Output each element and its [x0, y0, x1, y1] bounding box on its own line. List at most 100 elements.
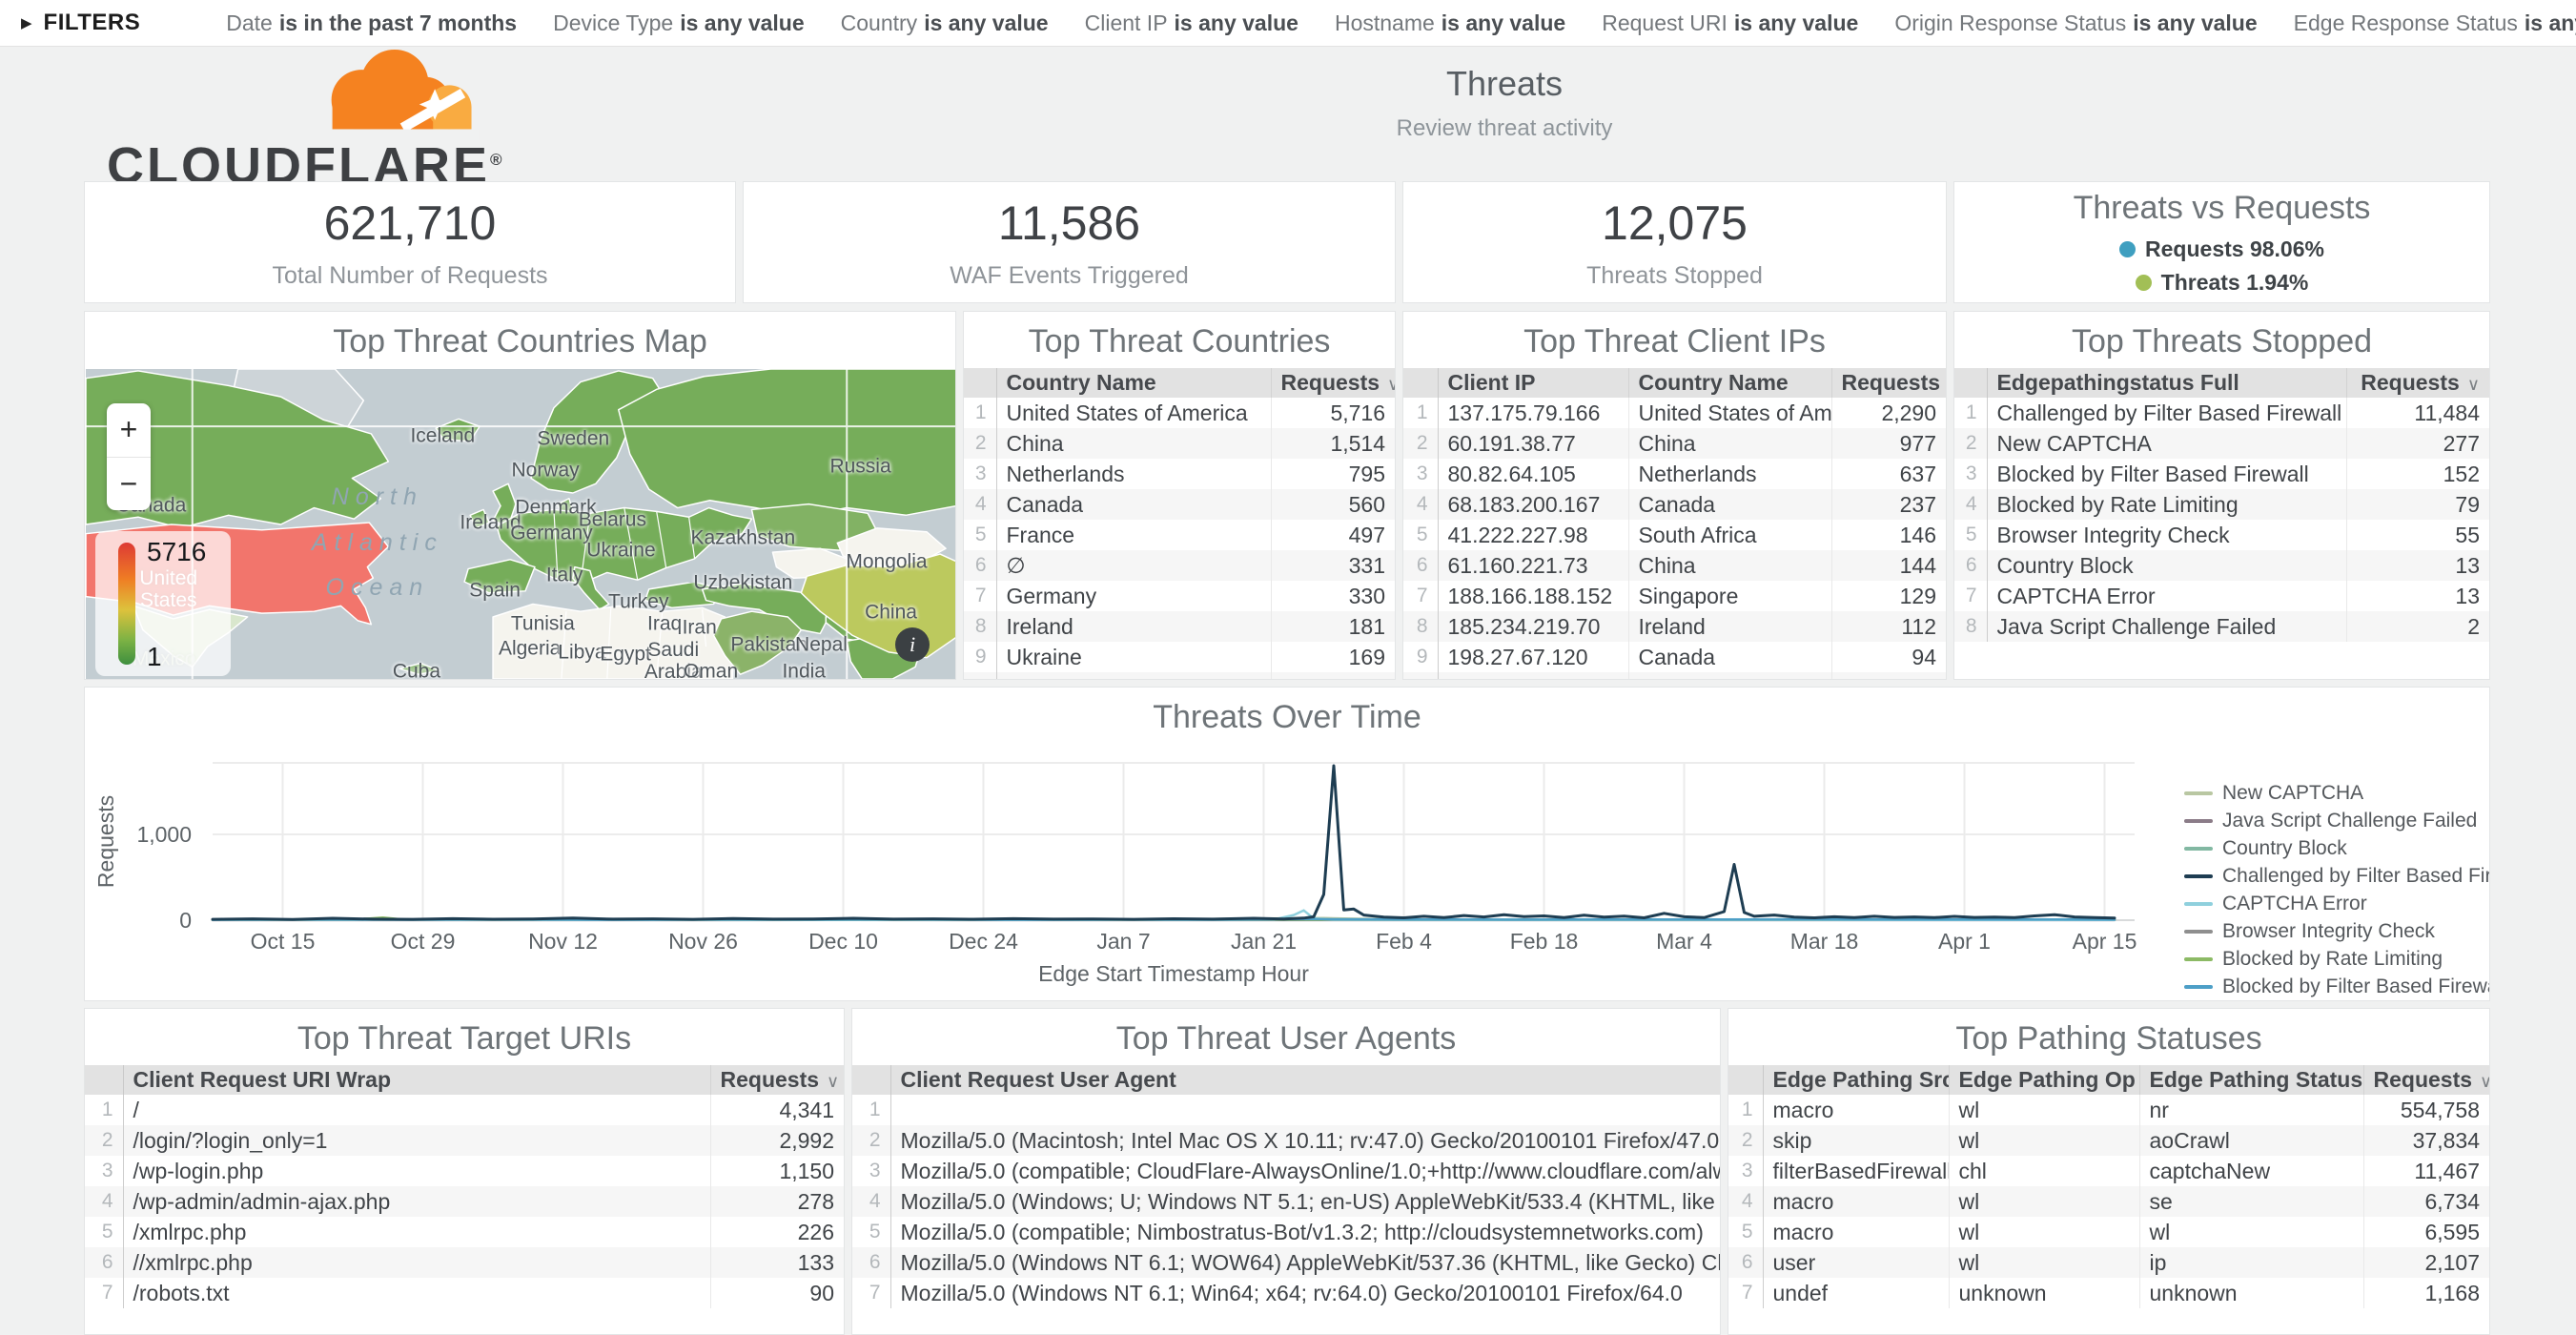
table-row[interactable]: 2 60.191.38.77 China 977: [1403, 428, 1946, 459]
time-legend-item[interactable]: Challenged by Filter Based Firewall: [2184, 862, 2489, 890]
column-header-requests[interactable]: Requests∨: [1270, 368, 1395, 398]
column-header-edge-pathing-status[interactable]: Edge Pathing Status: [2138, 1065, 2363, 1095]
table-row[interactable]: 6//xmlrpc.php 133: [85, 1247, 844, 1278]
legend-label: Threats 1.94%: [2160, 270, 2309, 295]
legend-line-icon: [2184, 818, 2213, 823]
table-row[interactable]: 1: [852, 1095, 1720, 1125]
table-row[interactable]: 2 Mozilla/5.0 (Macintosh; Intel Mac OS X …: [852, 1125, 1720, 1156]
map-info-button[interactable]: i: [895, 627, 930, 662]
table-row[interactable]: 3 Netherlands 795: [964, 459, 1395, 489]
time-legend-item[interactable]: Browser Integrity Check: [2184, 917, 2489, 945]
table-row[interactable]: 4 68.183.200.167 Canada 237: [1403, 489, 1946, 520]
table-row[interactable]: 4 Mozilla/5.0 (Windows; U; Windows NT 5.1…: [852, 1186, 1720, 1217]
filters-expand-icon[interactable]: ▶: [21, 15, 32, 31]
table-row[interactable]: 3 Mozilla/5.0 (compatible; CloudFlare-Alw…: [852, 1156, 1720, 1186]
table-row[interactable]: 6 Mozilla/5.0 (Windows NT 6.1; WOW64) App…: [852, 1247, 1720, 1278]
table-row[interactable]: 3 80.82.64.105 Netherlands 637: [1403, 459, 1946, 489]
table-row[interactable]: 5 41.222.227.98 South Africa 146: [1403, 520, 1946, 550]
table-row[interactable]: 5 Mozilla/5.0 (compatible; Nimbostratus-B…: [852, 1217, 1720, 1247]
table-row[interactable]: 8 Ireland 181: [964, 611, 1395, 642]
column-header-edge-pathing-op[interactable]: Edge Pathing Op: [1948, 1065, 2139, 1095]
table-row[interactable]: 6 user wl ip 2,107: [1728, 1247, 2489, 1278]
table-row[interactable]: 7 undef unknown unknown 1,168: [1728, 1278, 2489, 1308]
row-number: 10: [964, 672, 997, 679]
table-row[interactable]: 1/4,341: [85, 1095, 844, 1125]
column-header-country-name[interactable]: Country Name: [995, 368, 1271, 398]
column-header-client-request-uri-wrap[interactable]: Client Request URI Wrap: [122, 1065, 710, 1095]
filter-request-uri[interactable]: Request URI is any value: [1602, 10, 1859, 35]
table-row[interactable]: 5 Browser Integrity Check 55: [1954, 520, 2489, 550]
column-header-client-request-user-agent[interactable]: Client Request User Agent: [889, 1065, 1720, 1095]
column-header-country-name[interactable]: Country Name: [1627, 368, 1831, 398]
table-row[interactable]: 1 macro wl nr 554,758: [1728, 1095, 2489, 1125]
time-legend-item[interactable]: CAPTCHA Error: [2184, 890, 2489, 917]
page-title: Threats: [1445, 64, 1564, 103]
pie-legend-item[interactable]: Requests 98.06%: [2119, 236, 2324, 262]
time-legend-item[interactable]: Blocked by Rate Limiting: [2184, 945, 2489, 973]
filter-date[interactable]: Date is in the past 7 months: [226, 10, 518, 35]
table-row[interactable]: 7 Mozilla/5.0 (Windows NT 6.1; Win64; x64…: [852, 1278, 1720, 1308]
column-header-requests[interactable]: Requests∨: [1830, 368, 1946, 398]
kpi-total-requests[interactable]: 621,710 Total Number of Requests: [84, 181, 736, 303]
table-row[interactable]: 4/wp-admin/admin-ajax.php 278: [85, 1186, 844, 1217]
time-legend-item[interactable]: Java Script Challenge Failed: [2184, 807, 2489, 834]
table-row[interactable]: 6 ∅ 331: [964, 550, 1395, 581]
table-cell: 60.191.38.77: [1437, 428, 1628, 459]
table-row[interactable]: 10Si158: [964, 672, 1395, 679]
table-row[interactable]: 2 China 1,514: [964, 428, 1395, 459]
filter-hostname[interactable]: Hostname is any value: [1334, 10, 1566, 35]
filter-country[interactable]: Country is any value: [840, 10, 1049, 35]
column-header-requests[interactable]: Requests∨: [2362, 1065, 2489, 1095]
map-zoom-in-button[interactable]: +: [107, 403, 151, 458]
table-row[interactable]: 7 Germany 330: [964, 581, 1395, 611]
table-row[interactable]: 5 macro wl wl 6,595: [1728, 1217, 2489, 1247]
table-row[interactable]: 2/login/?login_only=1 2,992: [85, 1125, 844, 1156]
table-cell: wl: [1948, 1186, 2139, 1217]
table-row[interactable]: 7 CAPTCHA Error 13: [1954, 581, 2489, 611]
filter-client-ip[interactable]: Client IP is any value: [1084, 10, 1298, 35]
table-row[interactable]: 1 United States of America 5,716: [964, 398, 1395, 428]
table-row[interactable]: 3/wp-login.php 1,150: [85, 1156, 844, 1186]
table-row[interactable]: 5 France 497: [964, 520, 1395, 550]
kpi-waf-events[interactable]: 11,586 WAF Events Triggered: [743, 181, 1396, 303]
table-row[interactable]: 9 198.27.67.120 Canada 94: [1403, 642, 1946, 672]
time-legend-item[interactable]: New CAPTCHA: [2184, 779, 2489, 807]
table-row[interactable]: 5/xmlrpc.php 226: [85, 1217, 844, 1247]
table-row[interactable]: 1061.160.247.127Chi88: [1403, 672, 1946, 679]
column-header-edge-pathing-src[interactable]: Edge Pathing Src: [1762, 1065, 1949, 1095]
kpi-threats-stopped[interactable]: 12,075 Threats Stopped: [1402, 181, 1947, 303]
column-header-client-ip[interactable]: Client IP: [1437, 368, 1628, 398]
table-row[interactable]: 8 185.234.219.70 Ireland 112: [1403, 611, 1946, 642]
table-row[interactable]: 4 Canada 560: [964, 489, 1395, 520]
filter-device-type[interactable]: Device Type is any value: [553, 10, 805, 35]
kpi-value: 621,710: [323, 195, 497, 250]
table-row[interactable]: 2 skip wl aoCrawl 37,834: [1728, 1125, 2489, 1156]
top-pathing-statuses-panel: Top Pathing Statuses Edge Pathing Src Edg…: [1728, 1008, 2490, 1335]
table-row[interactable]: 7/robots.txt 90: [85, 1278, 844, 1308]
table-row[interactable]: 3 filterBasedFirewall chl captchaNew 11,467: [1728, 1156, 2489, 1186]
row-number: 4: [1728, 1186, 1764, 1217]
filter-origin-response-status[interactable]: Origin Response Status is any value: [1894, 10, 2258, 35]
table-row[interactable]: 4 macro wl se 6,734: [1728, 1186, 2489, 1217]
filters-toggle[interactable]: FILTERS: [43, 10, 141, 35]
table-row[interactable]: 2 New CAPTCHA 277: [1954, 428, 2489, 459]
table-row[interactable]: 9 Ukraine 169: [964, 642, 1395, 672]
table-row[interactable]: 6 Country Block 13: [1954, 550, 2489, 581]
top-threats-stopped-table: Edgepathingstatus Full Requests ∨ 1 Challeng…: [1954, 368, 2489, 642]
column-header-edgepathingstatus-full[interactable]: Edgepathingstatus Full: [1986, 368, 2346, 398]
table-row[interactable]: 6 61.160.221.73 China 144: [1403, 550, 1946, 581]
table-row[interactable]: 1 Challenged by Filter Based Firewall 11,4…: [1954, 398, 2489, 428]
time-legend-item[interactable]: Country Block: [2184, 834, 2489, 862]
table-row[interactable]: 8 Java Script Challenge Failed 2: [1954, 611, 2489, 642]
pie-legend-item[interactable]: Threats 1.94%: [2135, 270, 2309, 296]
table-row[interactable]: 7 188.166.188.152 Singapore 129: [1403, 581, 1946, 611]
map-zoom-out-button[interactable]: −: [119, 465, 138, 501]
table-row[interactable]: 4 Blocked by Rate Limiting 79: [1954, 489, 2489, 520]
table-cell: 277: [2345, 428, 2489, 459]
time-legend-item[interactable]: Blocked by Filter Based Firewall: [2184, 973, 2489, 1000]
table-row[interactable]: 3 Blocked by Filter Based Firewall 152: [1954, 459, 2489, 489]
column-header-requests[interactable]: Requests∨: [2345, 368, 2489, 398]
column-header-requests[interactable]: Requests∨: [709, 1065, 844, 1095]
